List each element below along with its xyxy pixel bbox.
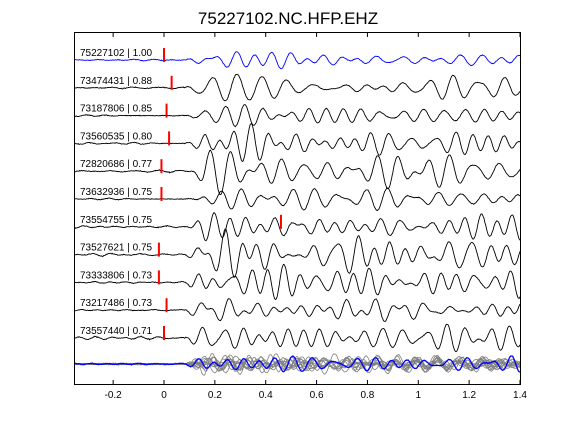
x-tick-label: 0.6 [310, 390, 324, 401]
chart-title: 75227102.NC.HFP.EHZ [198, 9, 378, 28]
trace-row: 73527621 | 0.75 [74, 228, 521, 278]
trace-line [74, 51, 520, 70]
trace-line [74, 211, 521, 242]
trace-label: 73557440 | 0.71 [80, 326, 153, 337]
trace-line [74, 298, 521, 322]
x-tick-label: 1.4 [513, 390, 527, 401]
trace-line [74, 123, 521, 162]
stack-reference-trace [74, 355, 521, 373]
trace-line [74, 187, 521, 211]
trace-row: 73632936 | 0.75 [74, 187, 521, 211]
trace-label: 73474431 | 0.88 [80, 76, 153, 87]
trace-label: 73560535 | 0.80 [80, 131, 153, 142]
x-tick-label: 1 [416, 390, 422, 401]
trace-line [74, 263, 521, 300]
trace-line [74, 323, 521, 353]
trace-line [74, 228, 521, 278]
trace-row: 73560535 | 0.80 [74, 123, 521, 162]
stack-group [74, 353, 521, 376]
trace-row: 73557440 | 0.71 [74, 323, 521, 353]
trace-row: 73187806 | 0.85 [74, 103, 521, 128]
trace-line [74, 104, 521, 128]
trace-label: 73527621 | 0.75 [80, 243, 153, 254]
trace-row: 73554755 | 0.75 [74, 211, 521, 242]
trace-row: 73217486 | 0.73 [74, 298, 521, 322]
x-tick-label: 0.4 [259, 390, 273, 401]
x-tick-label: 0 [161, 390, 167, 401]
trace-line [74, 149, 521, 195]
trace-row: 73333806 | 0.73 [74, 263, 521, 300]
plot-frame [74, 32, 521, 385]
trace-label: 75227102 | 1.00 [80, 48, 153, 59]
trace-label: 73554755 | 0.75 [80, 215, 153, 226]
x-tick-label: -0.2 [105, 390, 123, 401]
x-tick-label: 0.2 [208, 390, 222, 401]
trace-group: 75227102 | 1.00 73474431 | 0.88 73187806 |… [74, 48, 521, 353]
trace-line [74, 73, 521, 102]
trace-row: 73474431 | 0.88 [74, 73, 521, 102]
trace-label: 73217486 | 0.73 [80, 298, 153, 309]
trace-label: 73333806 | 0.73 [80, 270, 153, 281]
x-tick-label: 1.2 [462, 390, 476, 401]
trace-label: 72820686 | 0.77 [80, 159, 153, 170]
trace-label: 73187806 | 0.85 [80, 104, 153, 115]
trace-row: 75227102 | 1.00 [74, 48, 520, 70]
x-axis: -0.2 0 0.2 0.4 0.6 0.8 1 1.2 1.4 [105, 33, 527, 401]
x-tick-label: 0.8 [360, 390, 374, 401]
trace-row: 72820686 | 0.77 [74, 149, 521, 195]
trace-label: 73632936 | 0.75 [80, 187, 153, 198]
